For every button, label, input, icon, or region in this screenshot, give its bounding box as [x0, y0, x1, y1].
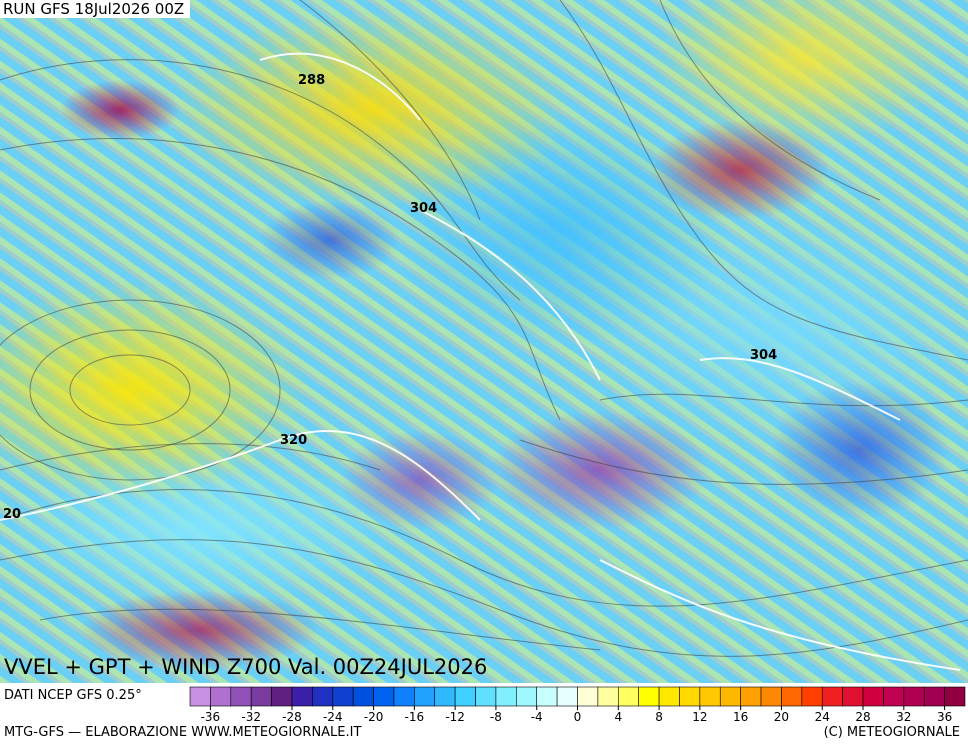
colorbar-box	[516, 686, 538, 707]
colorbar-tick-label: -4	[531, 710, 543, 723]
colorbar-box	[414, 686, 436, 707]
weather-map	[0, 0, 968, 683]
colorbar-box	[842, 686, 864, 707]
footer-credit: MTG-GFS — ELABORAZIONE WWW.METEOGIORNALE…	[4, 725, 362, 740]
colorbar-tick-label: -16	[405, 710, 425, 723]
colorbar-box	[821, 686, 843, 707]
colorbar-tick-label: 28	[855, 710, 870, 723]
colorbar-tick-label: 12	[692, 710, 707, 723]
data-source: DATI NCEP GFS 0.25°	[4, 688, 142, 703]
colorbar-box	[250, 686, 272, 707]
colorbar-box	[312, 686, 334, 707]
run-header: RUN GFS 18Jul2026 00Z	[0, 0, 191, 18]
colorbar-box	[536, 686, 558, 707]
contour-label: 320	[280, 433, 308, 448]
colorbar-box	[597, 686, 619, 707]
colorbar-box	[883, 686, 905, 707]
colorbar-box	[332, 686, 354, 707]
contour-label: 20	[3, 507, 22, 522]
colorbar-box	[230, 686, 252, 707]
colorbar-box	[271, 686, 293, 707]
footer-copyright: (C) METEOGIORNALE	[823, 725, 960, 740]
colorbar-tick-label: -32	[241, 710, 261, 723]
streamlines	[0, 0, 968, 671]
colorbar-box	[617, 686, 639, 707]
colorbar-box	[556, 686, 578, 707]
colorbar-box	[781, 686, 803, 707]
colorbar-tick-label: 16	[733, 710, 748, 723]
colorbar-box	[760, 686, 782, 707]
colorbar-tick-label: -36	[201, 710, 221, 723]
colorbar-box	[903, 686, 925, 707]
colorbar-tick-label: 0	[574, 710, 582, 723]
colorbar-tick-label: 20	[774, 710, 789, 723]
colorbar-box	[291, 686, 313, 707]
colorbar-box	[393, 686, 415, 707]
colorbar-box	[801, 686, 823, 707]
colorbar-box	[923, 686, 945, 707]
colorbar-tick-label: -12	[445, 710, 465, 723]
colorbar-tick-label: 36	[937, 710, 952, 723]
colorbar-tick-label: 8	[655, 710, 663, 723]
colorbar-box	[638, 686, 660, 707]
colorbar-tick-label: -8	[490, 710, 502, 723]
contour-label: 304	[750, 348, 778, 363]
colorbar-tick-label: 32	[896, 710, 911, 723]
colorbar-box	[475, 686, 497, 707]
colorbar-box	[740, 686, 762, 707]
colorbar-box	[454, 686, 476, 707]
colorbar-box	[658, 686, 680, 707]
contour-label: 304	[410, 201, 438, 216]
colorbar-box	[862, 686, 884, 707]
colorbar-tick-label: -24	[323, 710, 343, 723]
colorbar-box	[699, 686, 721, 707]
colorbar-tick-label: -20	[364, 710, 384, 723]
colorbar-box	[679, 686, 701, 707]
colorbar-box	[944, 686, 966, 707]
colorbar-box	[577, 686, 599, 707]
colorbar-box	[719, 686, 741, 707]
colorbar-tick-label: 24	[815, 710, 830, 723]
colorbar-box	[495, 686, 517, 707]
colorbar-box	[373, 686, 395, 707]
colorbar-box	[189, 686, 211, 707]
colorbar-tick-label: -28	[282, 710, 302, 723]
map-title: VVEL + GPT + WIND Z700 Val. 00Z24JUL2026	[4, 655, 488, 679]
colorbar-box	[352, 686, 374, 707]
colorbar-box	[210, 686, 232, 707]
contour-label: 288	[298, 73, 326, 88]
colorbar-box	[434, 686, 456, 707]
colorbar-tick-label: 4	[614, 710, 622, 723]
colorbar: -36 -32 -28 -24 -20 -16 -12 -8 -4 0 4 8 12 16 20 24 28 32…	[189, 686, 966, 723]
